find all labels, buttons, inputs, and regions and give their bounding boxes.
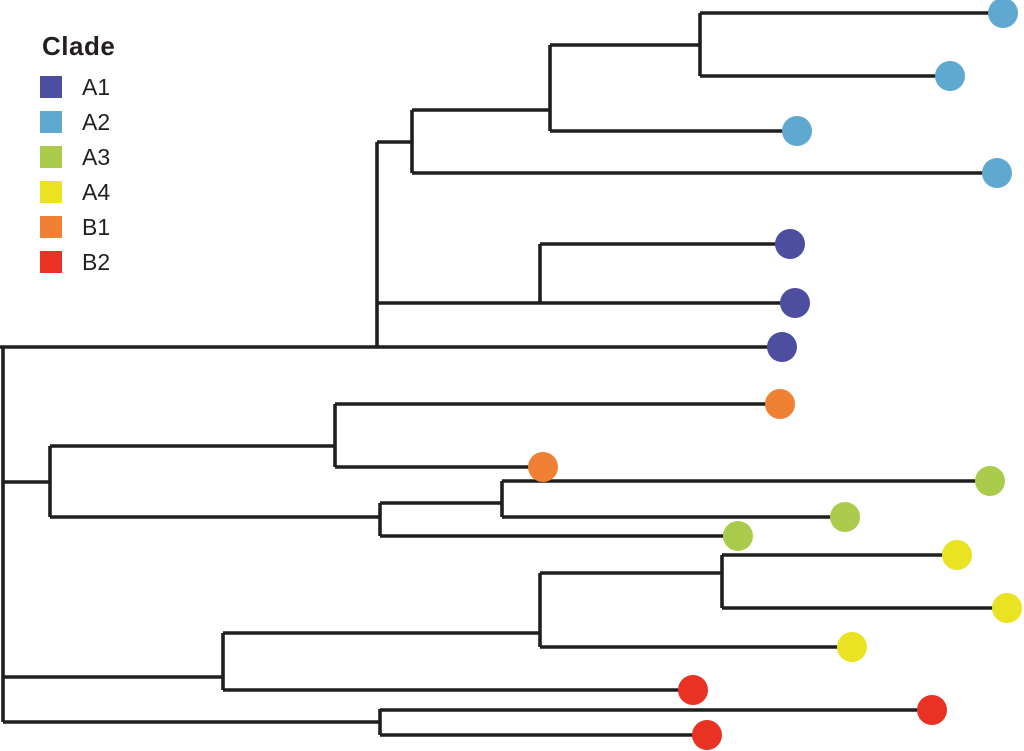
tip-node-a2	[935, 61, 965, 91]
tip-node-b2	[917, 695, 947, 725]
legend-label-b2: B2	[82, 249, 111, 275]
clade-legend: Clade A1 A2 A3 A4 B1 B2	[40, 31, 115, 286]
legend-item-a4: A4	[40, 179, 115, 205]
legend-swatch-b1	[40, 216, 62, 238]
tip-node-a1	[775, 229, 805, 259]
tip-node-b1	[765, 389, 795, 419]
tip-node-a4	[992, 593, 1022, 623]
legend-swatch-b2	[40, 251, 62, 273]
tip-node-a2	[988, 0, 1018, 28]
legend-label-a2: A2	[82, 109, 111, 135]
legend-item-b2: B2	[40, 249, 115, 275]
tip-node-a2	[782, 116, 812, 146]
tip-node-b2	[678, 675, 708, 705]
tip-node-a4	[837, 632, 867, 662]
tip-node-b2	[692, 720, 722, 750]
legend-swatch-a2	[40, 111, 62, 133]
legend-label-a3: A3	[82, 144, 111, 170]
tip-node-a3	[975, 466, 1005, 496]
legend-item-b1: B1	[40, 214, 115, 240]
tip-node-b1	[528, 452, 558, 482]
legend-label-a1: A1	[82, 74, 111, 100]
legend-item-a3: A3	[40, 144, 115, 170]
tip-node-a4	[942, 540, 972, 570]
tip-node-a1	[780, 288, 810, 318]
tip-node-a3	[723, 521, 753, 551]
legend-label-a4: A4	[82, 179, 111, 205]
legend-item-a2: A2	[40, 109, 115, 135]
legend-label-b1: B1	[82, 214, 111, 240]
legend-swatch-a3	[40, 146, 62, 168]
tip-node-a1	[767, 332, 797, 362]
tip-node-a3	[830, 502, 860, 532]
tip-node-a2	[982, 158, 1012, 188]
legend-swatch-a4	[40, 181, 62, 203]
legend-item-a1: A1	[40, 74, 115, 100]
legend-title: Clade	[42, 31, 116, 61]
legend-swatch-a1	[40, 76, 62, 98]
